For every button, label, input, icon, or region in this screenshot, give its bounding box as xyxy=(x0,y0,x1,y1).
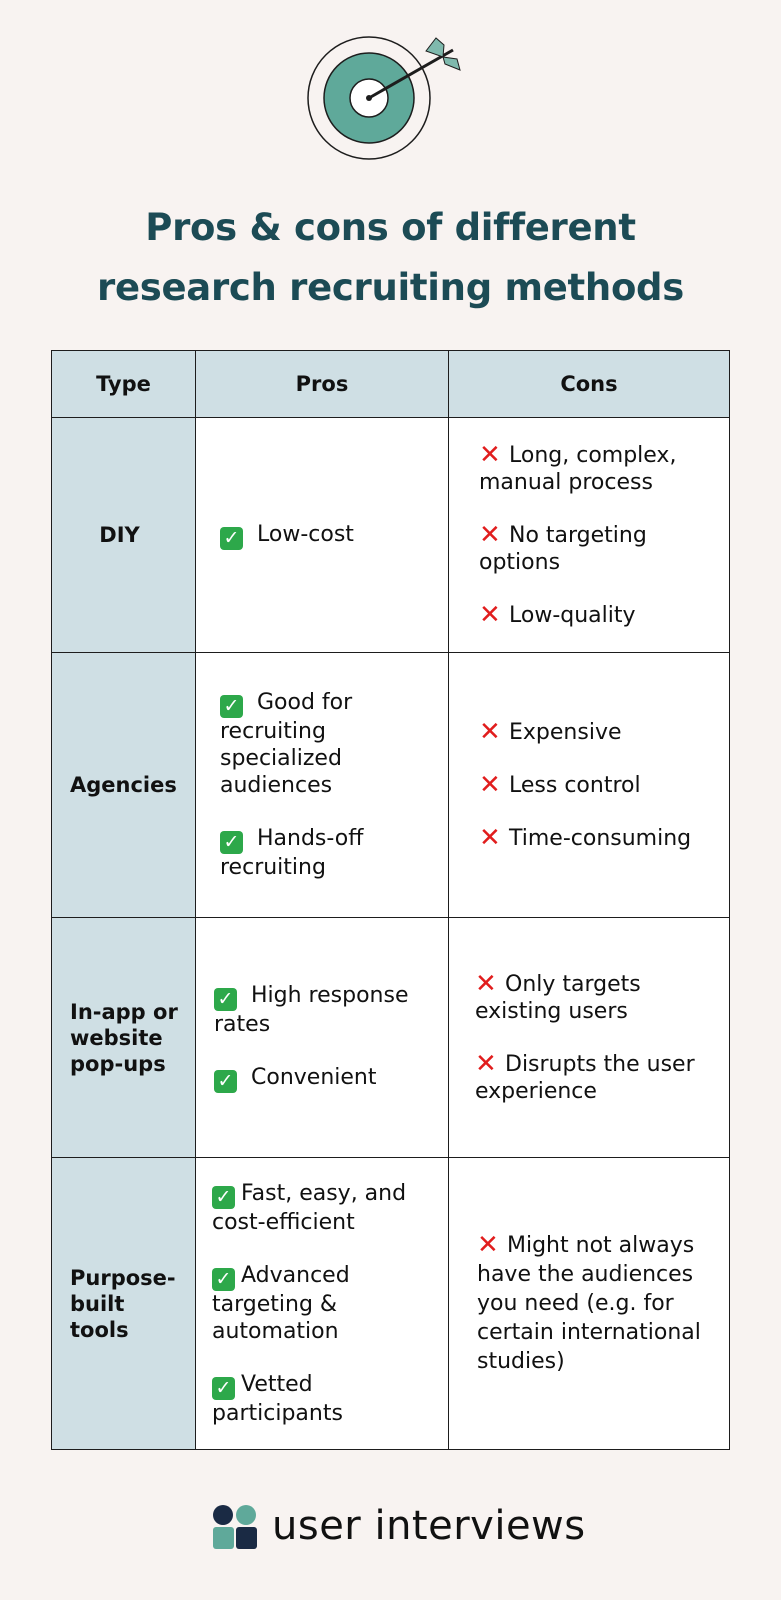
pro-text: Good for recruiting specialized audience… xyxy=(220,690,353,798)
row-pros-cell: ✓ Fast, easy, and cost-efficient ✓ Advance… xyxy=(195,1157,449,1450)
pro-text: Hands-off recruiting xyxy=(220,826,364,880)
check-mark-icon: ✓ xyxy=(214,1070,237,1093)
header-cons: Cons xyxy=(448,350,730,418)
cross-mark-icon: ✕ xyxy=(479,769,501,800)
con-item: ✕ Expensive xyxy=(479,719,715,746)
pro-item: ✓ Advanced targeting & automation xyxy=(212,1262,434,1345)
con-item: ✕ Disrupts the user experience xyxy=(475,1051,715,1105)
con-text: Less control xyxy=(509,772,641,798)
pro-text: Vetted participants xyxy=(212,1372,343,1426)
check-mark-icon: ✓ xyxy=(214,988,237,1011)
pro-text: Fast, easy, and cost-efficient xyxy=(212,1181,407,1235)
user-interviews-logo-icon xyxy=(213,1505,257,1549)
cross-mark-icon: ✕ xyxy=(479,599,501,630)
table-header-row: Type Pros Cons xyxy=(51,350,730,418)
check-mark-icon: ✓ xyxy=(220,695,243,718)
con-text: Time-consuming xyxy=(509,825,692,851)
table-row: In-app or website pop-ups ✓ High response… xyxy=(51,917,730,1158)
row-cons-cell: ✕ Long, complex, manual process ✕ No targe… xyxy=(448,417,730,653)
page-title-line-2: research recruiting methods xyxy=(97,266,684,309)
con-item: ✕ Might not always have the audiences you… xyxy=(477,1231,715,1376)
cross-mark-icon: ✕ xyxy=(479,822,501,853)
cross-mark-icon: ✕ xyxy=(475,1048,497,1079)
table-row: Agencies ✓ Good for recruiting specialize… xyxy=(51,652,730,918)
target-with-arrow-icon xyxy=(307,36,461,160)
comparison-table: Type Pros Cons DIY ✓ Low-cost ✕ Long, comp… xyxy=(51,350,730,1450)
row-type-in-app-popups: In-app or website pop-ups xyxy=(51,917,196,1158)
pro-item: ✓ Good for recruiting specialized audienc… xyxy=(220,689,434,799)
table-row: Purpose-built tools ✓ Fast, easy, and cos… xyxy=(51,1157,730,1450)
con-item: ✕ Less control xyxy=(479,772,715,799)
check-mark-icon: ✓ xyxy=(212,1377,235,1400)
header-type: Type xyxy=(51,350,196,418)
cross-mark-icon: ✕ xyxy=(475,968,497,999)
pro-item: ✓ Convenient xyxy=(214,1064,434,1093)
brand-footer: user interviews xyxy=(212,1502,592,1557)
pro-text: Advanced targeting & automation xyxy=(212,1263,350,1344)
con-text: Low-quality xyxy=(509,602,636,628)
cross-mark-icon: ✕ xyxy=(479,716,501,747)
con-item: ✕ Long, complex, manual process xyxy=(479,442,715,496)
row-cons-cell: ✕ Expensive ✕ Less control ✕ Time-consuming xyxy=(448,652,730,918)
check-mark-icon: ✓ xyxy=(212,1186,235,1209)
row-pros-cell: ✓ High response rates ✓ Convenient xyxy=(195,917,449,1158)
con-text: No targeting options xyxy=(479,522,647,575)
con-item: ✕ Only targets existing users xyxy=(475,971,715,1025)
con-item: ✕ Low-quality xyxy=(479,602,715,629)
row-cons-cell: ✕ Only targets existing users ✕ Disrupts t… xyxy=(448,917,730,1158)
table-row: DIY ✓ Low-cost ✕ Long, complex, manual pro… xyxy=(51,417,730,653)
row-cons-cell: ✕ Might not always have the audiences you… xyxy=(448,1157,730,1450)
pro-item: ✓ Low-cost xyxy=(220,521,434,550)
pro-item: ✓ Hands-off recruiting xyxy=(220,825,434,881)
pro-item: ✓ Vetted participants xyxy=(212,1371,434,1427)
row-type-agencies: Agencies xyxy=(51,652,196,918)
page-title: Pros & cons of different research recrui… xyxy=(0,198,781,318)
cross-mark-icon: ✕ xyxy=(479,519,501,550)
con-text: Long, complex, manual process xyxy=(479,442,677,495)
con-item: ✕ No targeting options xyxy=(479,522,715,576)
pro-text: Convenient xyxy=(251,1065,377,1090)
con-text: Only targets existing users xyxy=(475,971,641,1024)
pro-item: ✓ High response rates xyxy=(214,982,434,1038)
pro-text: Low-cost xyxy=(257,521,354,547)
pro-text: High response rates xyxy=(214,983,409,1037)
cross-mark-icon: ✕ xyxy=(479,439,501,470)
check-mark-icon: ✓ xyxy=(212,1268,235,1291)
con-text: Might not always have the audiences you … xyxy=(477,1233,701,1374)
con-text: Expensive xyxy=(509,719,622,745)
check-mark-icon: ✓ xyxy=(220,526,243,550)
con-item: ✕ Time-consuming xyxy=(479,825,715,852)
brand-name: user interviews xyxy=(272,1503,586,1549)
cross-mark-icon: ✕ xyxy=(477,1230,499,1260)
row-pros-cell: ✓ Good for recruiting specialized audienc… xyxy=(195,652,449,918)
check-mark-icon: ✓ xyxy=(220,831,243,854)
con-text: Disrupts the user experience xyxy=(475,1051,695,1104)
page-title-line-1: Pros & cons of different xyxy=(145,206,636,249)
pro-item: ✓ Fast, easy, and cost-efficient xyxy=(212,1180,434,1236)
row-pros-cell: ✓ Low-cost xyxy=(195,417,449,653)
row-type-purpose-built-tools: Purpose-built tools xyxy=(51,1157,196,1450)
row-type-diy: DIY xyxy=(51,417,196,653)
header-pros: Pros xyxy=(195,350,449,418)
